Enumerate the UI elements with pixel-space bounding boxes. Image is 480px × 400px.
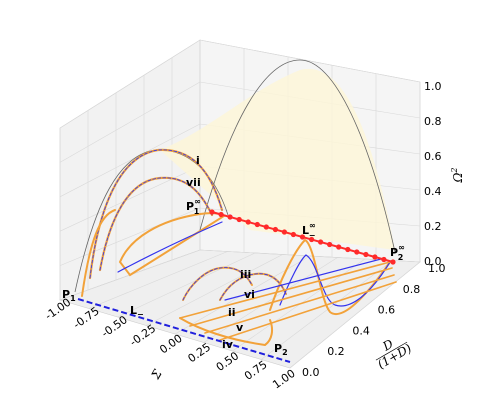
orbit-vii-inner bbox=[99, 177, 213, 271]
label-P2: P2 bbox=[274, 342, 288, 357]
y-tick-label: 0.2 bbox=[327, 345, 345, 358]
y-tick-label: 0.0 bbox=[302, 366, 320, 379]
red-dot bbox=[336, 244, 342, 250]
arch-back bbox=[199, 59, 396, 253]
label-iii: iii bbox=[240, 268, 251, 281]
z-tick-label: 1.0 bbox=[424, 80, 442, 93]
grid-line bbox=[117, 252, 256, 318]
orbit-floor-blue bbox=[224, 257, 386, 301]
red-dot bbox=[372, 254, 378, 260]
x-tick-label: 0.75 bbox=[242, 358, 270, 383]
red-dot bbox=[345, 246, 351, 253]
y-tick-label: 0.4 bbox=[352, 324, 370, 337]
red-dot bbox=[354, 249, 360, 255]
red-dots bbox=[209, 209, 396, 265]
z-ticks: 0.0 0.2 0.4 0.6 0.8 1.0 bbox=[424, 80, 442, 268]
x-axis-label: Σ bbox=[148, 367, 165, 383]
grid-line bbox=[88, 251, 228, 309]
z-tick-label: 0.4 bbox=[424, 185, 442, 198]
grid-line bbox=[59, 81, 201, 163]
z-tick-label: 0.2 bbox=[424, 220, 442, 233]
svg-text:(1+D): (1+D) bbox=[375, 341, 414, 372]
svg-text:Ω2: Ω2 bbox=[450, 167, 465, 183]
label-i: i bbox=[196, 154, 200, 167]
grid-line bbox=[261, 260, 393, 360]
red-dot bbox=[290, 231, 296, 238]
red-dot bbox=[309, 236, 315, 243]
y-axis-label: D (1+D) bbox=[375, 336, 414, 372]
line-L-minus bbox=[77, 298, 291, 363]
red-dot bbox=[327, 241, 333, 248]
x-tick-label: -0.75 bbox=[71, 304, 102, 331]
grid-line bbox=[203, 257, 338, 343]
red-dot bbox=[254, 221, 260, 228]
grid-line bbox=[59, 39, 201, 129]
red-dot bbox=[272, 226, 278, 233]
label-v: v bbox=[236, 321, 244, 334]
orbit-i-inner bbox=[89, 149, 223, 279]
orbit-floor-lines bbox=[179, 261, 397, 341]
grid-line bbox=[59, 207, 201, 266]
label-L-minus: L− bbox=[130, 304, 144, 319]
x-tick-label: 1.00 bbox=[270, 367, 298, 392]
grid-line bbox=[289, 261, 421, 369]
grid-line bbox=[199, 39, 421, 83]
grid-line bbox=[59, 123, 201, 198]
grid-line bbox=[59, 165, 201, 232]
orbit-bottom-left bbox=[81, 209, 116, 297]
y-tick-label: 0.8 bbox=[403, 283, 421, 296]
red-dot bbox=[281, 229, 287, 235]
orbit-curves bbox=[81, 148, 397, 347]
red-dot bbox=[381, 256, 387, 263]
red-dot bbox=[318, 239, 324, 245]
red-dot bbox=[363, 251, 369, 258]
y-tick-label: 0.6 bbox=[378, 304, 396, 317]
red-dot bbox=[245, 219, 251, 225]
label-P1: P1 bbox=[62, 288, 76, 303]
orbit-blue-inner bbox=[117, 221, 223, 273]
z-tick-label: 0.0 bbox=[424, 255, 442, 268]
z-tick-label: 0.8 bbox=[424, 115, 442, 128]
label-P2-inf: P∞ 2 bbox=[390, 243, 405, 262]
red-dot bbox=[263, 224, 269, 230]
label-iv: iv bbox=[222, 338, 234, 351]
cream-surface-back bbox=[160, 68, 395, 250]
label-L-inf: L∞ − bbox=[302, 221, 316, 240]
grid-line bbox=[146, 254, 283, 326]
label-P1-inf: P∞ 1 bbox=[186, 197, 201, 216]
red-dot bbox=[390, 259, 396, 265]
z-axis-label: Ω2 bbox=[450, 167, 465, 183]
red-dot bbox=[218, 211, 224, 218]
y-tick-label: 1.0 bbox=[428, 262, 446, 275]
label-vii: vii bbox=[186, 176, 201, 189]
y-ticks: 0.0 0.2 0.4 0.6 0.8 1.0 bbox=[302, 262, 446, 379]
z-tick-label: 0.6 bbox=[424, 150, 442, 163]
red-dot bbox=[236, 216, 242, 223]
label-ii: ii bbox=[228, 306, 236, 319]
x-tick-label: 0.50 bbox=[214, 349, 242, 374]
orbit-v-loop bbox=[179, 317, 274, 347]
red-dot bbox=[299, 234, 306, 240]
x-tick-label: -0.25 bbox=[127, 322, 158, 349]
red-dot bbox=[209, 209, 215, 215]
red-dot bbox=[227, 214, 233, 220]
orbit-right-blue bbox=[279, 254, 391, 307]
label-vi: vi bbox=[244, 288, 255, 301]
